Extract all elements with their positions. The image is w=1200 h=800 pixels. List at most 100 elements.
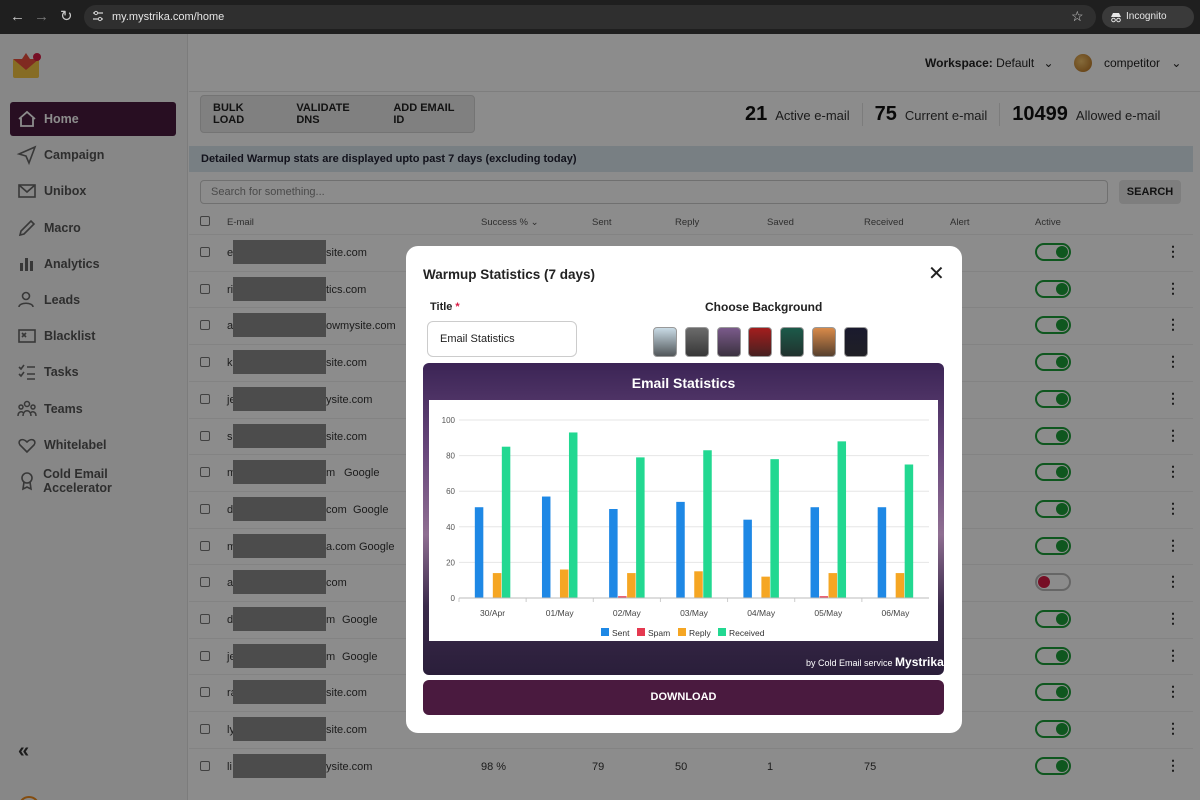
background-swatch[interactable] — [748, 327, 773, 357]
active-toggle[interactable] — [1035, 426, 1071, 445]
col-active[interactable]: Active — [1035, 217, 1061, 228]
reload-icon[interactable]: ↻ — [60, 8, 73, 25]
row-checkbox[interactable] — [200, 650, 210, 661]
row-checkbox[interactable] — [200, 467, 210, 478]
background-swatch[interactable] — [653, 327, 677, 357]
more-options-icon[interactable]: ⋮ — [1166, 646, 1180, 663]
sidebar-item-teams[interactable]: Teams — [10, 392, 176, 426]
background-swatch[interactable] — [843, 327, 868, 357]
more-options-icon[interactable]: ⋮ — [1166, 756, 1180, 773]
bookmark-star-icon[interactable]: ☆ — [1071, 8, 1084, 24]
mystrika-logo[interactable] — [10, 50, 44, 84]
row-checkbox[interactable] — [200, 614, 210, 624]
address-bar[interactable] — [84, 5, 1096, 29]
sidebar-item-unibox[interactable]: Unibox — [10, 174, 176, 208]
active-toggle[interactable] — [1035, 573, 1071, 592]
select-all-checkbox[interactable] — [200, 216, 210, 226]
sidebar-item-macro[interactable]: Macro — [10, 211, 176, 245]
active-toggle[interactable] — [1035, 610, 1071, 628]
more-options-icon[interactable]: ⋮ — [1166, 316, 1180, 333]
search-button[interactable]: SEARCH — [1119, 180, 1181, 204]
download-button[interactable]: DOWNLOAD — [423, 680, 944, 715]
col-alert[interactable]: Alert — [950, 217, 970, 228]
more-options-icon[interactable]: ⋮ — [1166, 536, 1180, 553]
bulk-load-button[interactable]: BULK LOAD — [213, 102, 245, 126]
sidebar-item-home[interactable]: Home — [10, 102, 176, 136]
row-checkbox[interactable] — [200, 357, 210, 368]
table-row[interactable]: s site.com ⋮ — [189, 417, 1193, 454]
badge-icon — [10, 464, 43, 498]
active-toggle[interactable] — [1035, 683, 1071, 702]
incognito-badge[interactable]: Incognito — [1102, 6, 1194, 28]
active-toggle[interactable] — [1035, 463, 1071, 482]
more-options-icon[interactable]: ⋮ — [1166, 463, 1180, 480]
table-row[interactable]: je m Google ⋮ — [189, 637, 1193, 674]
site-settings-icon[interactable] — [92, 10, 104, 22]
active-toggle[interactable] — [1035, 353, 1071, 372]
col-email[interactable]: E-mail — [227, 217, 254, 228]
close-icon[interactable]: ✕ — [928, 263, 945, 285]
sidebar-item-campaign[interactable]: Campaign — [10, 138, 176, 172]
search-input[interactable]: Search for something... — [200, 180, 1108, 204]
row-checkbox[interactable] — [200, 577, 210, 588]
add-email-button[interactable]: ADD EMAIL ID — [393, 102, 455, 126]
more-options-icon[interactable]: ⋮ — [1166, 573, 1180, 590]
background-swatch[interactable] — [716, 327, 741, 357]
col-sent[interactable]: Sent — [592, 217, 612, 228]
sidebar-item-blacklist[interactable]: Blacklist — [10, 319, 176, 353]
more-options-icon[interactable]: ⋮ — [1166, 243, 1180, 259]
background-swatch[interactable] — [780, 327, 805, 357]
more-options-icon[interactable]: ⋮ — [1166, 499, 1180, 516]
validate-dns-button[interactable]: VALIDATE DNS — [296, 102, 350, 126]
row-checkbox[interactable] — [200, 540, 210, 551]
title-input[interactable]: Email Statistics — [427, 321, 577, 357]
avatar[interactable] — [1074, 54, 1092, 72]
more-options-icon[interactable]: ⋮ — [1166, 353, 1180, 370]
active-toggle[interactable] — [1035, 646, 1071, 665]
more-options-icon[interactable]: ⋮ — [1166, 610, 1180, 626]
sidebar-item-leads[interactable]: Leads — [10, 283, 176, 317]
active-toggle[interactable] — [1035, 720, 1071, 739]
col-received[interactable]: Received — [864, 217, 904, 228]
background-swatch[interactable] — [812, 327, 836, 357]
active-toggle[interactable] — [1035, 536, 1071, 555]
workspace-selector[interactable]: Workspace: Default ⌄ — [925, 56, 1054, 70]
collapse-sidebar-icon[interactable]: « — [18, 740, 30, 762]
col-saved[interactable]: Saved — [767, 217, 794, 228]
sidebar-item-cold-email-accelerator[interactable]: Cold Email Accelerator — [10, 464, 176, 498]
active-toggle[interactable] — [1035, 756, 1071, 775]
row-checkbox[interactable] — [200, 724, 210, 735]
more-options-icon[interactable]: ⋮ — [1166, 683, 1180, 700]
row-checkbox[interactable] — [200, 503, 210, 514]
col-reply[interactable]: Reply — [675, 217, 700, 228]
row-checkbox[interactable] — [200, 283, 210, 294]
row-checkbox[interactable] — [200, 430, 210, 441]
row-checkbox[interactable] — [200, 687, 210, 698]
more-options-icon[interactable]: ⋮ — [1166, 426, 1180, 443]
more-options-icon[interactable]: ⋮ — [1166, 389, 1180, 406]
table-row[interactable]: a owmysite.com ⋮ — [189, 307, 1193, 343]
sidebar-item-tasks[interactable]: Tasks — [10, 355, 176, 389]
table-row[interactable]: e site.com ⋮ — [189, 234, 1193, 270]
more-options-icon[interactable]: ⋮ — [1166, 720, 1180, 737]
row-checkbox[interactable] — [200, 320, 210, 331]
forward-icon[interactable]: → — [34, 8, 49, 25]
active-toggle[interactable] — [1035, 316, 1071, 335]
sidebar-item-whitelabel[interactable]: Whitelabel — [10, 428, 176, 462]
background-swatch[interactable] — [684, 327, 709, 357]
active-toggle[interactable] — [1035, 499, 1071, 518]
active-toggle[interactable] — [1035, 279, 1071, 298]
active-toggle[interactable] — [1035, 243, 1071, 261]
active-toggle[interactable] — [1035, 389, 1071, 408]
more-options-icon[interactable]: ⋮ — [1166, 279, 1180, 296]
row-checkbox[interactable] — [200, 393, 210, 404]
sidebar-item-analytics[interactable]: Analytics — [10, 247, 176, 281]
row-checkbox[interactable] — [200, 247, 210, 257]
back-icon[interactable]: ← — [10, 8, 25, 25]
table-row[interactable]: k site.com ⋮ — [189, 344, 1193, 380]
user-menu[interactable]: competitor ⌄ — [1104, 56, 1181, 70]
row-checkbox[interactable] — [200, 760, 210, 771]
col-success[interactable]: Success % ⌄ — [481, 217, 539, 228]
table-row[interactable]: li ysite.com 98 % 79 50 1 75 ⋮ — [189, 747, 1193, 784]
redacted-email — [233, 607, 326, 631]
